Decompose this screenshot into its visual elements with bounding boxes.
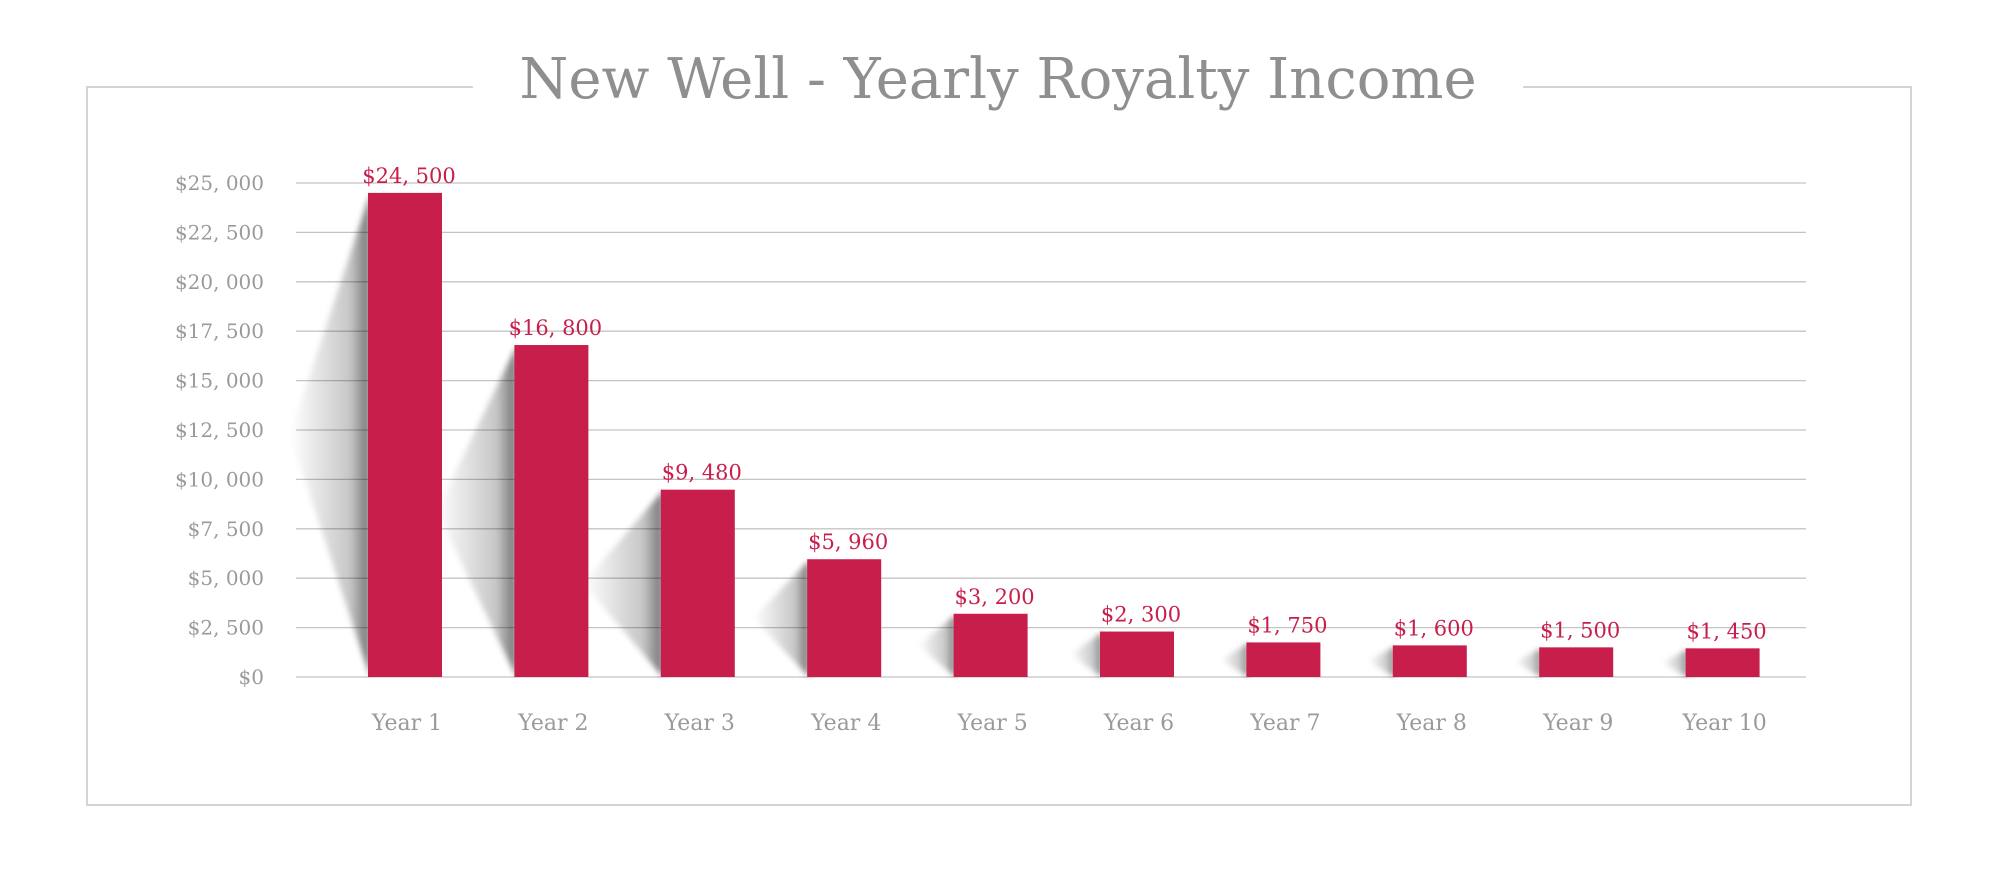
y-tick-label: $25, 000 (175, 171, 264, 195)
bar (660, 489, 735, 677)
y-tick-label: $17, 500 (175, 319, 264, 343)
data-label: $3, 200 (955, 585, 1035, 609)
x-tick-label: Year 1 (371, 711, 442, 736)
x-tick-label: Year 2 (517, 711, 588, 736)
bar-shadow (1661, 649, 1688, 677)
bar-shadow (290, 193, 370, 677)
data-label: $16, 800 (509, 316, 603, 340)
data-label: $5, 960 (808, 530, 888, 554)
y-tick-label: $15, 000 (175, 369, 264, 393)
y-tick-label: $0 (239, 665, 264, 689)
y-tick-label: $2, 500 (188, 616, 264, 640)
x-tick-label: Year 10 (1681, 711, 1766, 736)
bar (1539, 647, 1614, 677)
data-label: $1, 500 (1540, 618, 1620, 642)
y-tick-label: $10, 000 (175, 467, 264, 491)
x-tick-label: Year 4 (810, 711, 881, 736)
bar (368, 192, 442, 677)
bar (514, 345, 589, 677)
data-label: $1, 600 (1394, 616, 1474, 640)
data-label: $1, 750 (1247, 613, 1327, 637)
x-tick-label: Year 9 (1542, 711, 1613, 736)
bar-shadow (918, 614, 956, 677)
bar-shadow (753, 560, 810, 677)
data-label: $9, 480 (662, 461, 742, 485)
x-tick-label: Year 5 (956, 711, 1027, 736)
x-tick-label: Year 8 (1396, 711, 1467, 736)
y-tick-label: $22, 500 (175, 220, 264, 244)
bar-shadow (436, 346, 517, 677)
y-tick-label: $7, 500 (188, 517, 264, 541)
bar (1685, 648, 1760, 677)
bar-shadow (1368, 646, 1395, 677)
bar-shadows (290, 193, 1688, 677)
data-label: $24, 500 (362, 164, 456, 188)
x-axis-ticks: Year 1 Year 2 Year 3 Year 4 Year 5 Year 6 Year… (371, 711, 1767, 736)
bar (1100, 631, 1174, 677)
y-tick-label: $5, 000 (188, 566, 264, 590)
bar-shadow (1070, 632, 1102, 677)
y-tick-label: $12, 500 (175, 418, 264, 442)
y-tick-label: $20, 000 (175, 270, 264, 294)
x-tick-label: Year 7 (1249, 711, 1320, 736)
x-tick-label: Year 3 (664, 711, 735, 736)
y-axis-ticks: $0 $2, 500 $5, 000 $7, 500 $10, 000 $12, 500 $… (175, 171, 264, 689)
bar-shadow (1515, 648, 1542, 677)
bar (1246, 642, 1321, 677)
bar (1392, 645, 1467, 677)
data-labels: $24, 500 $16, 800 $9, 480 $5, 960 $3, 200 $2,… (362, 164, 1766, 643)
bar-shadow (583, 490, 663, 677)
data-label: $2, 300 (1101, 603, 1181, 627)
bar (807, 559, 882, 677)
data-label: $1, 450 (1687, 619, 1767, 643)
bar (953, 613, 1028, 677)
bar-shadow (1220, 643, 1249, 677)
bars (368, 192, 1760, 677)
x-tick-label: Year 6 (1103, 711, 1174, 736)
